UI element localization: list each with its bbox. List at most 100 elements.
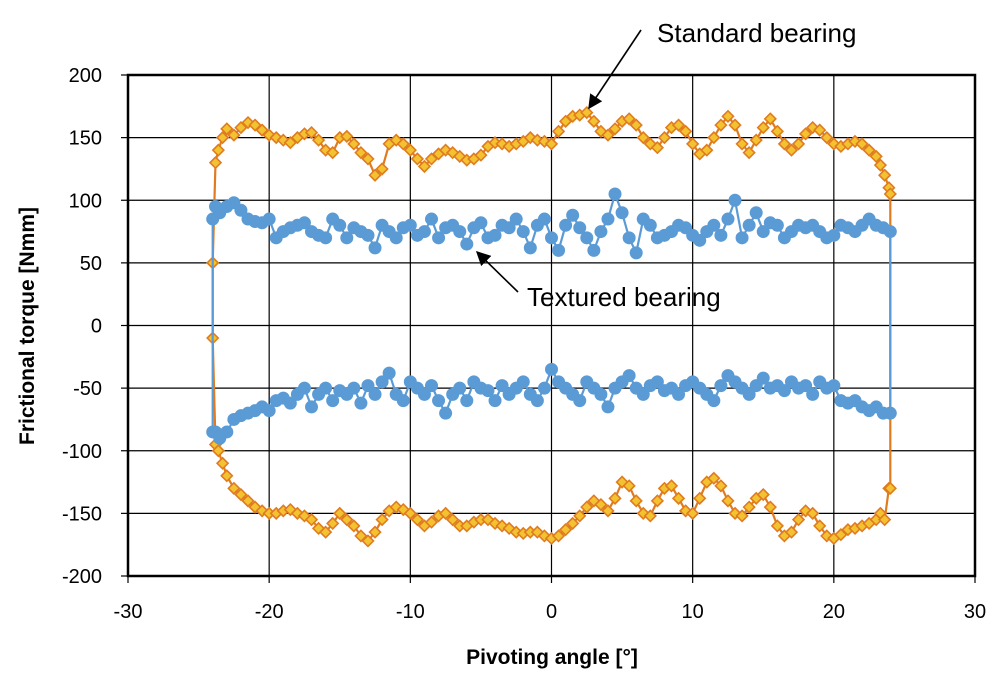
standard-lower-point — [629, 494, 643, 508]
standard-upper-point — [375, 162, 389, 176]
textured-lower-point — [396, 394, 410, 408]
y-tick-label: -200 — [62, 566, 102, 588]
standard-upper-point — [714, 118, 728, 132]
textured-upper-point — [509, 212, 523, 226]
standard-lower-point — [241, 494, 255, 508]
textured-lower-point — [481, 384, 495, 398]
standard-upper-point — [354, 146, 368, 160]
standard-upper-point — [340, 129, 354, 144]
standard-upper-point — [220, 122, 234, 136]
standard-lower-point — [784, 525, 799, 539]
textured-upper-point — [580, 231, 594, 245]
x-tick-label: -10 — [396, 601, 425, 623]
standard-lower-point — [686, 506, 700, 521]
standard-upper-point — [784, 143, 799, 157]
textured-upper-point — [453, 225, 467, 239]
y-tick-label: 50 — [80, 253, 102, 275]
standard-lower-point — [502, 521, 516, 536]
textured-upper-point — [608, 187, 622, 201]
textured-upper-point — [601, 212, 615, 226]
standard-lower-point — [742, 500, 756, 514]
textured-upper-point — [594, 225, 608, 239]
standard-upper-point — [678, 124, 693, 138]
standard-lower-point — [693, 491, 707, 505]
textured-lower-point — [382, 366, 396, 380]
y-tick-label: 100 — [69, 190, 102, 212]
textured-lower-point — [883, 406, 897, 420]
textured-upper-point — [707, 218, 721, 232]
standard-lower-point — [368, 525, 382, 539]
standard-upper-point — [707, 130, 721, 145]
standard-upper-point — [855, 137, 869, 151]
standard-upper-point — [686, 137, 700, 151]
standard-lower-point — [573, 509, 587, 523]
standard-upper-point — [326, 146, 340, 160]
standard-upper-point — [735, 137, 749, 151]
textured-annotation-label: Textured bearing — [527, 282, 721, 312]
standard-upper-point — [813, 123, 827, 137]
textured-lower-point — [601, 400, 615, 414]
textured-lower-point — [516, 375, 530, 389]
standard-upper-point — [749, 133, 763, 147]
x-tick-label: 10 — [682, 601, 704, 623]
standard-lower-point — [608, 491, 622, 505]
textured-upper-point — [827, 228, 841, 242]
standard-lower-point — [594, 497, 608, 512]
standard-lower-point — [333, 506, 347, 521]
textured-upper-point — [714, 228, 728, 242]
y-axis-title: Frictional torque [Nmm] — [16, 207, 39, 445]
standard-lower-point — [319, 525, 333, 539]
textured-lower-point — [707, 394, 721, 408]
standard-lower-point — [622, 479, 636, 493]
standard-upper-point — [756, 120, 770, 135]
standard-upper-point — [410, 152, 425, 166]
standard-upper-point — [368, 168, 382, 182]
textured-lower-point — [594, 387, 608, 401]
textured-lower-point — [375, 375, 389, 389]
textured-lower-point — [827, 379, 841, 393]
y-tick-label: -100 — [62, 441, 102, 463]
y-tick-label: -50 — [73, 378, 102, 400]
standard-lower-point — [424, 515, 439, 529]
textured-upper-point — [770, 218, 784, 232]
standard-lower-point — [770, 519, 784, 533]
standard-lower-point — [347, 519, 361, 533]
textured-upper-point — [742, 218, 756, 232]
standard-upper-point — [883, 187, 897, 201]
textured-lower-point — [622, 369, 636, 383]
standard-upper-point — [622, 112, 636, 126]
standard-upper-point — [721, 109, 735, 123]
x-tick-label: -30 — [114, 601, 143, 623]
y-tick-label: 0 — [91, 316, 102, 338]
textured-lower-point — [361, 379, 375, 393]
annotation-layer: Standard bearing Textured bearing — [475, 18, 856, 312]
textured-upper-point — [559, 218, 573, 232]
textured-upper-point — [516, 225, 530, 239]
x-tick-label: -20 — [255, 601, 284, 623]
textured-upper-point — [361, 228, 375, 242]
standard-lower-point — [403, 506, 417, 521]
standard-lower-point — [326, 516, 340, 531]
textured-lower-point — [777, 384, 791, 398]
textured-lower-point — [297, 381, 311, 395]
standard-lower-point — [791, 513, 806, 527]
textured-upper-point — [749, 206, 763, 220]
standard-lower-point — [340, 513, 354, 527]
x-tick-label: 20 — [823, 601, 845, 623]
y-tick-label: -150 — [62, 503, 102, 525]
standard-annotation-label: Standard bearing — [657, 18, 856, 48]
textured-upper-point — [502, 221, 516, 235]
textured-upper-point — [552, 243, 566, 257]
standard-lower-point — [714, 479, 728, 493]
standard-upper-point — [311, 133, 326, 147]
standard-lower-point — [806, 506, 820, 521]
y-tick-label: 200 — [69, 65, 102, 87]
textured-upper-point — [693, 233, 707, 247]
standard-lower-point — [566, 516, 580, 531]
textured-lower-point — [425, 379, 439, 393]
textured-upper-point — [262, 212, 276, 226]
standard-lower-point — [438, 506, 453, 521]
standard-upper-point — [728, 118, 742, 132]
textured-lower-point — [283, 396, 297, 410]
